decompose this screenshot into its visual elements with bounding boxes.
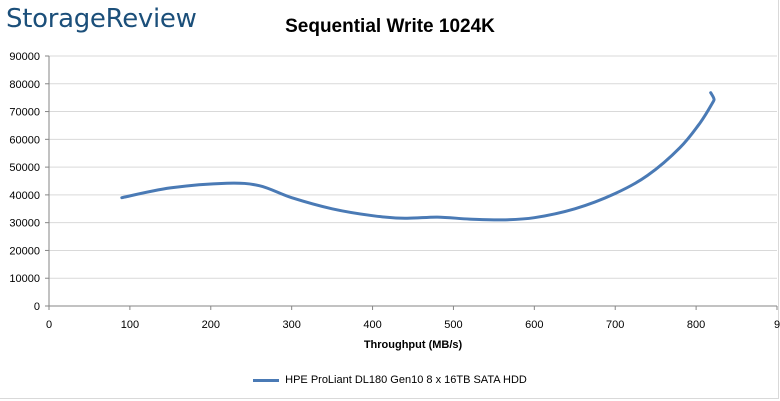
x-tick-label: 300 (282, 319, 300, 331)
x-tick-labels: 0 100 200 300 400 500 600 700 800 9 (46, 319, 780, 331)
y-tick-label: 50000 (9, 162, 40, 174)
x-tick-label: 100 (121, 319, 139, 331)
y-tick-label: 0 (34, 301, 40, 313)
legend-swatch (253, 378, 280, 382)
x-axis-label: Throughput (MB/s) (363, 339, 463, 351)
y-tick-label: 40000 (9, 190, 40, 202)
y-tick-label: 70000 (9, 107, 40, 119)
x-tick-label: 700 (606, 319, 624, 331)
x-tick-label: 0 (46, 319, 52, 331)
x-tick-label: 400 (363, 319, 381, 331)
y-tick-label: 30000 (9, 218, 40, 230)
axes (45, 55, 778, 310)
series-line (120, 91, 716, 222)
chart-title: Sequential Write 1024K (285, 16, 495, 37)
y-tick-label: 10000 (9, 273, 40, 285)
x-tick-label: 800 (687, 319, 705, 331)
y-tick-label: 60000 (9, 134, 40, 146)
x-tick-label: 200 (202, 319, 220, 331)
y-tick-label: 80000 (9, 79, 40, 91)
legend: HPE ProLiant DL180 Gen10 8 x 16TB SATA H… (0, 374, 780, 386)
gridlines (49, 55, 777, 279)
x-tick-label: 500 (444, 319, 462, 331)
brand-logo: StorageReview (6, 4, 197, 34)
series-group (120, 91, 716, 222)
x-tick-label: 9 (774, 319, 780, 331)
y-tick-labels: 0 10000 20000 30000 40000 50000 60000 70000 8000… (9, 51, 40, 313)
legend-label: HPE ProLiant DL180 Gen10 8 x 16TB SATA H… (285, 374, 527, 386)
y-tick-label: 90000 (9, 51, 40, 63)
y-tick-label: 20000 (9, 245, 40, 257)
x-tick-label: 600 (525, 319, 543, 331)
